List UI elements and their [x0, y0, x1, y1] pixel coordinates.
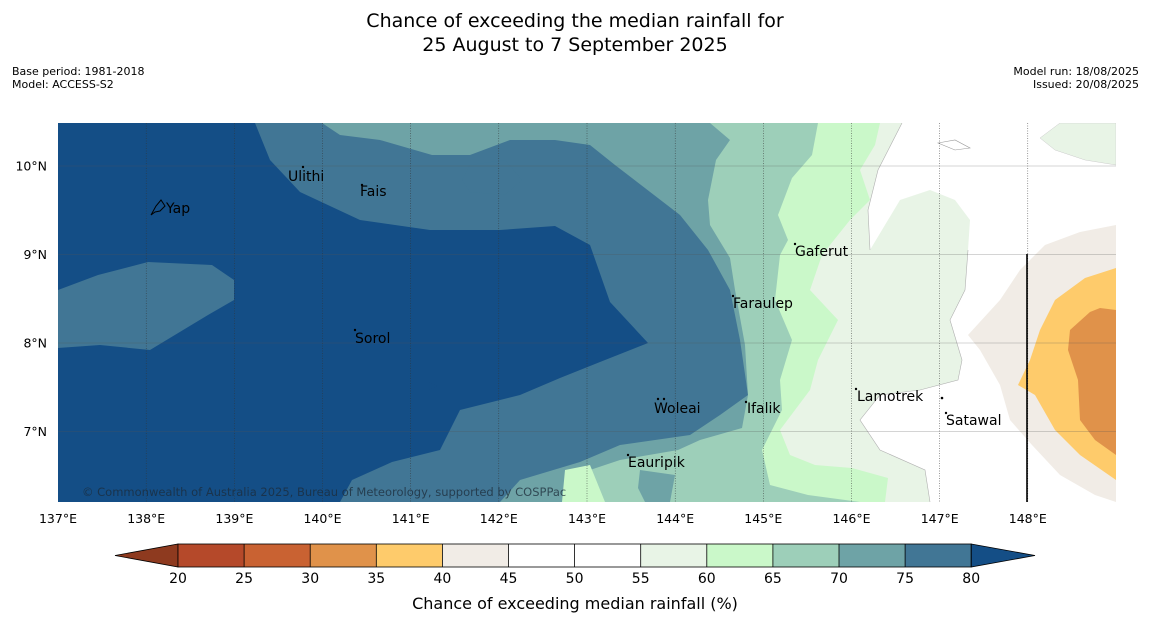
lon-tick-labels: 137°E 138°E 139°E 140°E 141°E 142°E 143°…: [39, 511, 1047, 526]
band-50-55-northeast: [1039, 123, 1116, 166]
lon-tick-138: 138°E: [127, 511, 165, 526]
lon-tick-139: 139°E: [215, 511, 253, 526]
colorbar-seg-40-45: [442, 544, 509, 567]
place-fais: Fais: [360, 184, 387, 200]
graticule: [58, 123, 1116, 502]
cb-tick-35: 35: [367, 571, 385, 587]
lon-tick-143: 143°E: [568, 511, 606, 526]
title-line-1: Chance of exceeding the median rainfall …: [366, 10, 784, 32]
place-sorol: Sorol: [355, 331, 390, 347]
cb-tick-20: 20: [169, 571, 187, 587]
place-satawal: Satawal: [946, 413, 1001, 429]
band-70-75-inset: [462, 160, 522, 195]
cb-tick-70: 70: [830, 571, 848, 587]
colorbar-tick-labels: 20 25 30 35 40 45 50 55 60 65 70 75 80: [169, 571, 980, 587]
lon-tick-145: 145°E: [744, 511, 782, 526]
place-eauripik: Eauripik: [628, 455, 686, 471]
small-contour: [936, 139, 971, 151]
model-text: Model: ACCESS-S2: [12, 78, 114, 91]
colorbar-seg-25-30: [244, 544, 311, 567]
colorbar-seg-65-70: [772, 544, 839, 567]
colorbar: 20 25 30 35 40 45 50 55 60 65 70 75 80: [114, 543, 1036, 587]
copyright-text: © Commonwealth of Australia 2025, Bureau…: [82, 485, 566, 499]
place-ifalik: Ifalik: [747, 401, 781, 417]
base-period-text: Base period: 1981-2018: [12, 65, 145, 78]
title-line-2: 25 August to 7 September 2025: [422, 34, 728, 56]
lon-tick-140: 140°E: [303, 511, 341, 526]
cb-tick-65: 65: [764, 571, 782, 587]
lon-tick-142: 142°E: [480, 511, 518, 526]
colorbar-low-extend: [114, 543, 179, 568]
cb-tick-30: 30: [301, 571, 319, 587]
band-30-35: [1068, 308, 1116, 455]
lon-tick-137: 137°E: [39, 511, 77, 526]
model-run-text: Model run: 18/08/2025: [1013, 65, 1139, 78]
probability-field: [58, 123, 1116, 502]
contour-lines: [859, 123, 969, 502]
lon-tick-141: 141°E: [392, 511, 430, 526]
cb-tick-40: 40: [433, 571, 451, 587]
place-ulithi: Ulithi: [288, 169, 324, 185]
colorbar-seg-30-35: [310, 544, 377, 567]
place-faraulep: Faraulep: [733, 296, 793, 312]
cb-tick-80: 80: [962, 571, 980, 587]
lat-tick-8: 8°N: [23, 336, 47, 351]
islands: [150, 165, 948, 457]
lat-tick-labels: 10°N 9°N 8°N 7°N: [15, 159, 47, 440]
lat-tick-9: 9°N: [23, 247, 47, 262]
colorbar-seg-50-55: [574, 544, 641, 567]
lon-tick-147: 147°E: [921, 511, 959, 526]
band-55-60-south: [562, 465, 605, 502]
issued-text: Issued: 20/08/2025: [1032, 78, 1139, 91]
place-gaferut: Gaferut: [795, 244, 849, 260]
place-yap: Yap: [165, 201, 190, 217]
cb-tick-60: 60: [698, 571, 716, 587]
meta-left: Base period: 1981-2018 Model: ACCESS-S2: [12, 65, 144, 91]
lon-tick-146: 146°E: [832, 511, 870, 526]
colorbar-seg-70-75: [839, 544, 906, 567]
meta-right: Model run: 18/08/2025 Issued: 20/08/2025: [1013, 65, 1139, 91]
cb-tick-75: 75: [896, 571, 914, 587]
colorbar-seg-35-40: [376, 544, 443, 567]
cb-tick-45: 45: [500, 571, 518, 587]
colorbar-seg-45-50: [508, 544, 575, 567]
cb-tick-55: 55: [632, 571, 650, 587]
colorbar-frame: [177, 543, 972, 568]
colorbar-seg-60-65: [706, 544, 773, 567]
lon-tick-148: 148°E: [1009, 511, 1047, 526]
cb-tick-50: 50: [566, 571, 584, 587]
lon-tick-144: 144°E: [656, 511, 694, 526]
band-75-80-inset: [428, 382, 438, 390]
colorbar-dividers: [243, 544, 906, 567]
place-labels: Yap Ulithi Fais Gaferut Faraulep Sorol L…: [165, 169, 1001, 471]
colorbar-seg-75-80: [905, 544, 972, 567]
map-title: Chance of exceeding the median rainfall …: [0, 9, 1150, 57]
place-woleai: Woleai: [654, 401, 701, 417]
colorbar-high-extend: [970, 543, 1036, 568]
colorbar-seg-20-25: [178, 544, 245, 567]
lat-tick-7: 7°N: [23, 424, 47, 439]
island-yap-shape: [150, 199, 166, 216]
lat-tick-10: 10°N: [15, 159, 47, 174]
colorbar-seg-55-60: [640, 544, 707, 567]
cb-tick-25: 25: [235, 571, 253, 587]
place-lamotrek: Lamotrek: [857, 389, 924, 405]
band-65-70-inset: [638, 470, 675, 502]
colorbar-label: Chance of exceeding median rainfall (%): [412, 594, 738, 613]
